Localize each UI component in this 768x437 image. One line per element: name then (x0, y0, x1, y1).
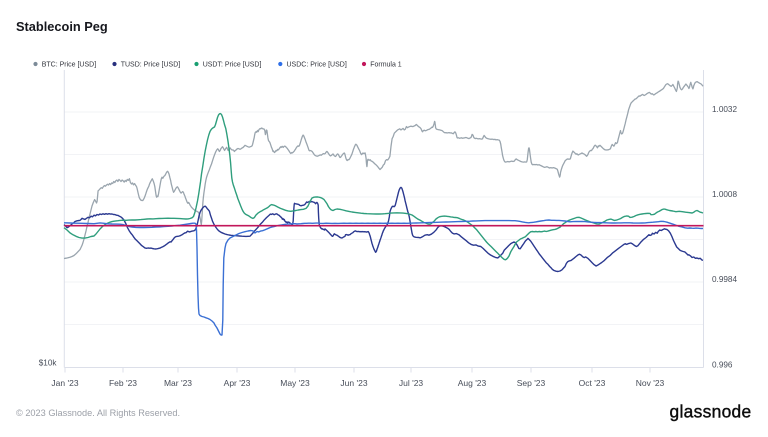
svg-text:USDT: Price [USD]: USDT: Price [USD] (203, 62, 262, 69)
svg-text:0.996: 0.996 (712, 361, 733, 370)
svg-text:Nov '23: Nov '23 (636, 378, 665, 388)
svg-text:Aug '23: Aug '23 (458, 378, 487, 388)
svg-text:TUSD: Price [USD]: TUSD: Price [USD] (121, 62, 181, 69)
svg-text:Stablecoin Peg: Stablecoin Peg (16, 19, 108, 34)
svg-text:Feb '23: Feb '23 (109, 378, 137, 388)
svg-text:glassnode: glassnode (670, 402, 752, 422)
svg-text:Formula 1: Formula 1 (370, 62, 402, 69)
svg-text:$10k: $10k (39, 359, 58, 368)
svg-text:Jan '23: Jan '23 (51, 378, 78, 388)
svg-text:0.9984: 0.9984 (712, 275, 737, 284)
svg-text:Sep '23: Sep '23 (517, 378, 546, 388)
svg-text:USDC: Price [USD]: USDC: Price [USD] (287, 62, 347, 69)
svg-text:Apr '23: Apr '23 (224, 378, 251, 388)
svg-text:1.0032: 1.0032 (712, 105, 737, 114)
svg-text:Oct '23: Oct '23 (579, 378, 606, 388)
svg-text:1.0008: 1.0008 (712, 190, 737, 199)
svg-text:Jun '23: Jun '23 (340, 378, 367, 388)
svg-text:Jul '23: Jul '23 (399, 378, 424, 388)
svg-text:Mar '23: Mar '23 (164, 378, 192, 388)
svg-text:May '23: May '23 (280, 378, 310, 388)
svg-text:© 2023 Glassnode. All Rights R: © 2023 Glassnode. All Rights Reserved. (16, 408, 180, 418)
svg-text:BTC: Price [USD]: BTC: Price [USD] (42, 62, 97, 69)
